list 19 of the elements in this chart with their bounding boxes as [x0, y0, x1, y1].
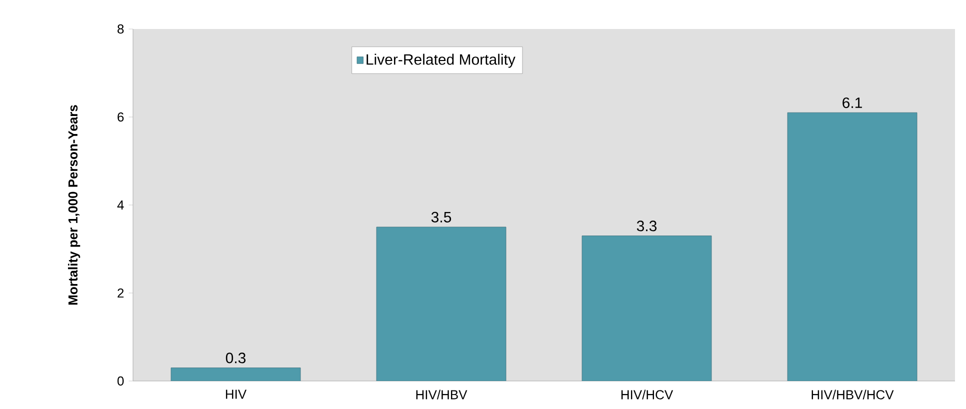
bar — [582, 236, 712, 381]
x-tick-label: HIV/HBV/HCV — [812, 390, 894, 400]
data-label: 3.5 — [431, 212, 452, 222]
bar — [171, 368, 300, 381]
x-tick-label: HIV/HBV — [416, 390, 468, 400]
data-label: 3.3 — [636, 220, 657, 232]
data-label: 6.1 — [842, 97, 862, 108]
bar — [787, 112, 918, 381]
legend-label: Liver-Related Mortality — [366, 54, 516, 68]
y-tick-label: 0 — [118, 376, 124, 386]
y-axis-title: Mortality per 1,000 Person-Years — [68, 105, 80, 305]
data-label: 0.3 — [226, 352, 246, 364]
bar — [376, 226, 506, 381]
y-tick-label: 2 — [118, 288, 124, 298]
y-tick-label: 8 — [118, 24, 124, 34]
x-tick-label: HIV/HCV — [621, 390, 674, 400]
y-tick-label: 4 — [117, 200, 124, 210]
x-tick-label: HIV — [226, 390, 247, 399]
y-tick-label: 6 — [118, 112, 124, 122]
